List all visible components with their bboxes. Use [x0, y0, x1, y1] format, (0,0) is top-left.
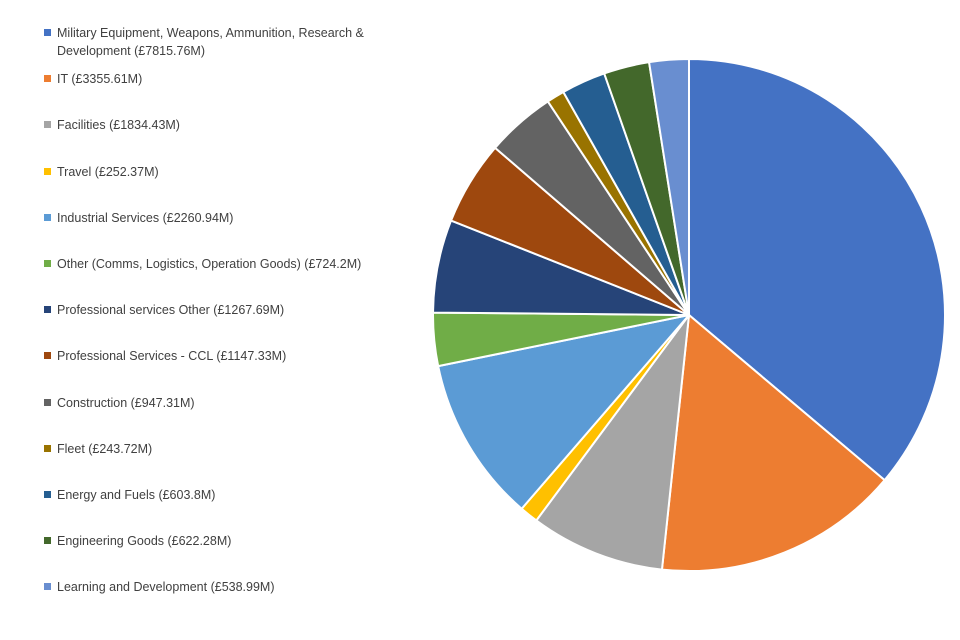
legend-label: Professional services Other (£1267.69M): [57, 303, 285, 318]
legend-item: Energy and Fuels (£603.8M): [44, 486, 407, 504]
legend-item: Professional services Other (£1267.69M): [44, 301, 407, 319]
legend-swatch: [44, 75, 51, 83]
legend-item: Travel (£252.37M): [44, 163, 407, 181]
legend-swatch: [44, 583, 51, 591]
legend-swatch: [44, 537, 51, 545]
legend-swatch: [44, 444, 51, 452]
legend-label: Energy and Fuels (£603.8M): [57, 488, 216, 502]
pie-slice: [648, 58, 690, 316]
legend-item: Learning and Development (£538.99M): [44, 578, 407, 596]
legend-item: Engineering Goods (£622.28M): [44, 532, 407, 550]
legend-item: Construction (£947.31M): [44, 394, 407, 412]
legend-label: IT (£3355.61M): [57, 72, 143, 87]
legend-item: Military Equipment, Weapons, Ammunition,…: [44, 24, 407, 60]
legend-swatch: [44, 167, 51, 175]
legend-item: Industrial Services (£2260.94M): [44, 209, 407, 227]
legend-swatch: [44, 213, 51, 221]
legend: Military Equipment, Weapons, Ammunition,…: [0, 0, 420, 640]
legend-label: Professional Services - CCL (£1147.33M): [57, 349, 287, 364]
legend-swatch: [44, 352, 51, 360]
legend-label: Construction (£947.31M): [57, 395, 195, 410]
legend-label: Other (Comms, Logistics, Operation Goods…: [57, 257, 362, 271]
pie-slice: [660, 314, 886, 572]
pie-slice: [437, 314, 690, 510]
legend-swatch: [44, 398, 51, 406]
legend-label: Industrial Services (£2260.94M): [57, 210, 234, 225]
legend-label: Travel (£252.37M): [57, 164, 159, 179]
legend-item: IT (£3355.61M): [44, 70, 407, 88]
legend-label: Military Equipment, Weapons, Ammunition,…: [57, 26, 364, 58]
pie-slice: [688, 58, 946, 482]
legend-label: Fleet (£243.72M): [57, 441, 153, 456]
legend-label: Facilities (£1834.43M): [57, 118, 180, 133]
legend-item: Professional Services - CCL (£1147.33M): [44, 347, 407, 365]
legend-swatch: [44, 121, 51, 129]
legend-swatch: [44, 29, 51, 36]
legend-item: Facilities (£1834.43M): [44, 116, 407, 134]
legend-item: Other (Comms, Logistics, Operation Goods…: [44, 255, 407, 273]
legend-label: Engineering Goods (£622.28M): [57, 534, 232, 549]
legend-item: Fleet (£243.72M): [44, 440, 407, 458]
legend-swatch: [44, 306, 51, 314]
legend-swatch: [44, 260, 51, 267]
pie-slice: [535, 314, 690, 571]
legend-label: Learning and Development (£538.99M): [57, 580, 275, 595]
legend-swatch: [44, 491, 51, 498]
